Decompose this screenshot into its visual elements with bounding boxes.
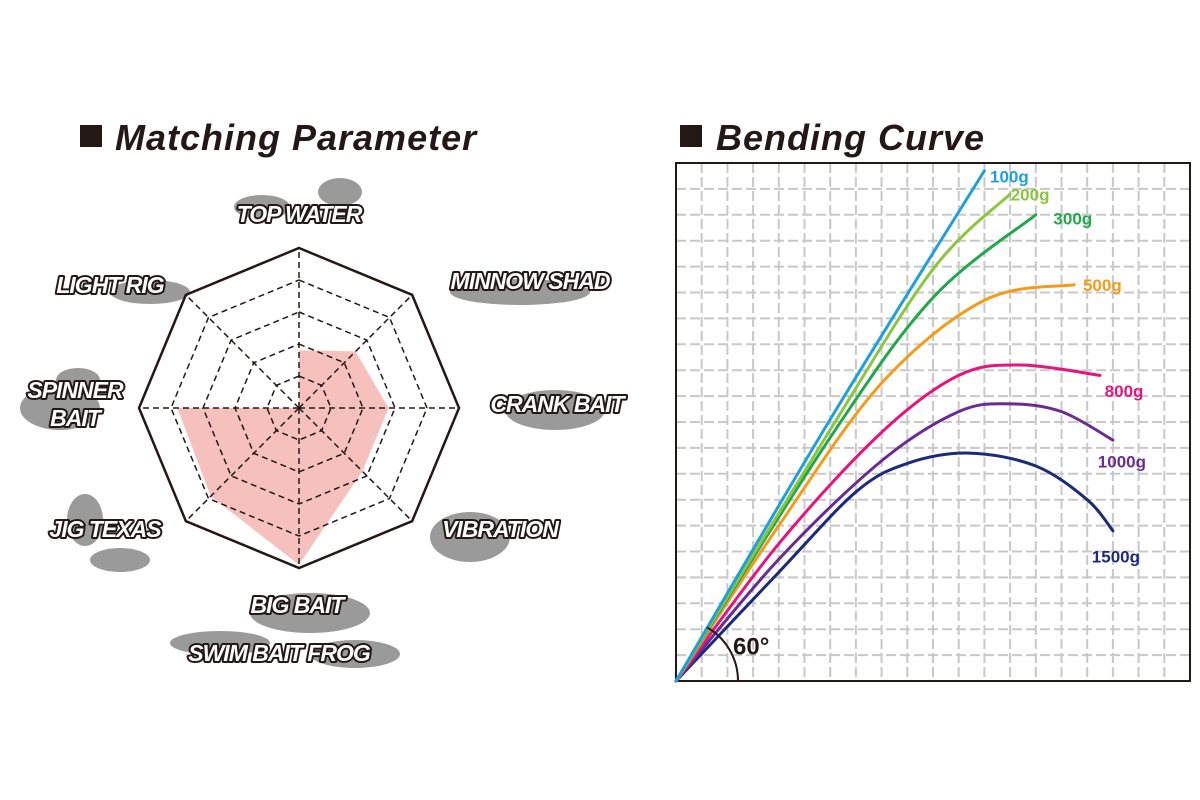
- title-square: [680, 125, 702, 147]
- bend-curve: [674, 169, 986, 683]
- radar-area: [177, 350, 389, 565]
- category-label: BAIT: [50, 405, 103, 431]
- spoke: [185, 407, 300, 522]
- radar-ring: [266, 375, 332, 441]
- radar-ring: [202, 311, 396, 505]
- category-label: CRANK BAIT: [490, 391, 626, 417]
- category-label: BIG BAIT: [251, 592, 347, 618]
- series-label: 500g: [1083, 276, 1122, 295]
- chart-title: Matching Parameter: [115, 117, 478, 158]
- angle-label: 60°: [733, 633, 769, 660]
- title-square: [80, 125, 102, 147]
- radar-chart: TOP WATER MINNOW SHAD CRANK BAIT VIBRATION B…: [25, 199, 629, 668]
- category-label: JIG TEXAS: [49, 516, 162, 542]
- bend-curve: [674, 363, 1102, 683]
- radar-ring: [170, 279, 428, 537]
- category-label: VIBRATION: [442, 516, 559, 542]
- series-label: 1000g: [1098, 453, 1146, 472]
- bend-curve: [674, 192, 1012, 683]
- bend-curve: [674, 283, 1076, 683]
- series-label: 800g: [1105, 382, 1144, 401]
- series-label: 1500g: [1092, 547, 1140, 566]
- spoke: [185, 294, 300, 409]
- radar-ring: [137, 246, 461, 570]
- category-label: LIGHT RIG: [56, 272, 164, 298]
- category-label: SPINNER: [27, 377, 124, 403]
- plot-frame: [675, 162, 1191, 682]
- spoke: [298, 294, 413, 409]
- chart-title: Bending Curve: [716, 117, 985, 158]
- category-label: SWIM BAIT FROG: [188, 640, 371, 666]
- category-label: TOP WATER: [237, 201, 363, 227]
- series-label: 300g: [1053, 209, 1092, 228]
- series-label: 200g: [1011, 186, 1050, 205]
- series-label: 100g: [990, 167, 1029, 186]
- bend-curve: [674, 451, 1115, 683]
- radar-ring: [234, 343, 364, 473]
- lure-silhouettes: [20, 178, 605, 668]
- bend-curve: [674, 402, 1115, 683]
- angle-arc: [706, 626, 739, 682]
- spoke: [298, 407, 413, 522]
- category-label: MINNOW SHAD: [451, 268, 610, 294]
